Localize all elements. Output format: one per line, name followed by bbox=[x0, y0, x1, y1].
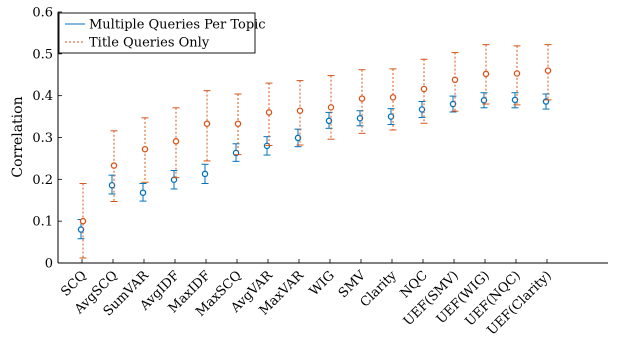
series-1-point-9 bbox=[325, 117, 333, 125]
series-1-point-13 bbox=[449, 100, 457, 108]
y-tick-label: 0.6 bbox=[32, 6, 53, 21]
series-2-point-11 bbox=[389, 94, 397, 101]
series-2-point-16 bbox=[544, 67, 552, 74]
y-axis-label: Correlation bbox=[10, 96, 26, 177]
series-2-point-2 bbox=[110, 162, 118, 169]
series-2-point-14 bbox=[482, 70, 490, 78]
y-tick-label: 0 bbox=[45, 257, 53, 272]
series-2-point-3 bbox=[141, 145, 149, 153]
x-tick-label: WIG bbox=[307, 268, 338, 299]
series-2-point-9 bbox=[327, 104, 335, 111]
series-1-point-14 bbox=[480, 97, 488, 104]
series-1-point-15 bbox=[511, 96, 519, 104]
series-2-point-13 bbox=[451, 76, 459, 84]
series-2-point-7 bbox=[265, 109, 273, 116]
series-2-point-8 bbox=[296, 107, 304, 114]
y-tick-label: 0.2 bbox=[32, 173, 53, 188]
series-1-point-3 bbox=[139, 189, 147, 196]
series-1-point-8 bbox=[294, 134, 302, 142]
series-2-point-10 bbox=[358, 95, 366, 102]
series-2-point-12 bbox=[420, 85, 428, 93]
series-2-point-6 bbox=[234, 120, 242, 127]
legend-label-title: Title Queries Only bbox=[89, 36, 210, 51]
series-1-point-5 bbox=[201, 170, 209, 178]
series-1-point-11 bbox=[387, 113, 395, 120]
y-tick-label: 0.3 bbox=[32, 131, 53, 146]
series-1-point-2 bbox=[108, 181, 116, 189]
series-1-point-12 bbox=[418, 106, 426, 113]
y-tick-label: 0.4 bbox=[32, 89, 53, 104]
legend-label-multiple: Multiple Queries Per Topic bbox=[89, 18, 266, 33]
legend: Multiple Queries Per Topic Title Queries… bbox=[58, 12, 266, 54]
legend-box bbox=[58, 12, 256, 54]
y-tick-label: 0.1 bbox=[32, 215, 53, 230]
series-2-point-15 bbox=[513, 70, 521, 77]
y-tick-label: 0.5 bbox=[32, 47, 53, 62]
series-1-point-10 bbox=[356, 115, 364, 122]
series-2-point-1 bbox=[79, 217, 87, 225]
series-2-point-4 bbox=[172, 138, 180, 145]
series-2-point-5 bbox=[203, 120, 211, 127]
series-1-point-4 bbox=[170, 176, 178, 184]
series-1-point-1 bbox=[77, 226, 85, 233]
